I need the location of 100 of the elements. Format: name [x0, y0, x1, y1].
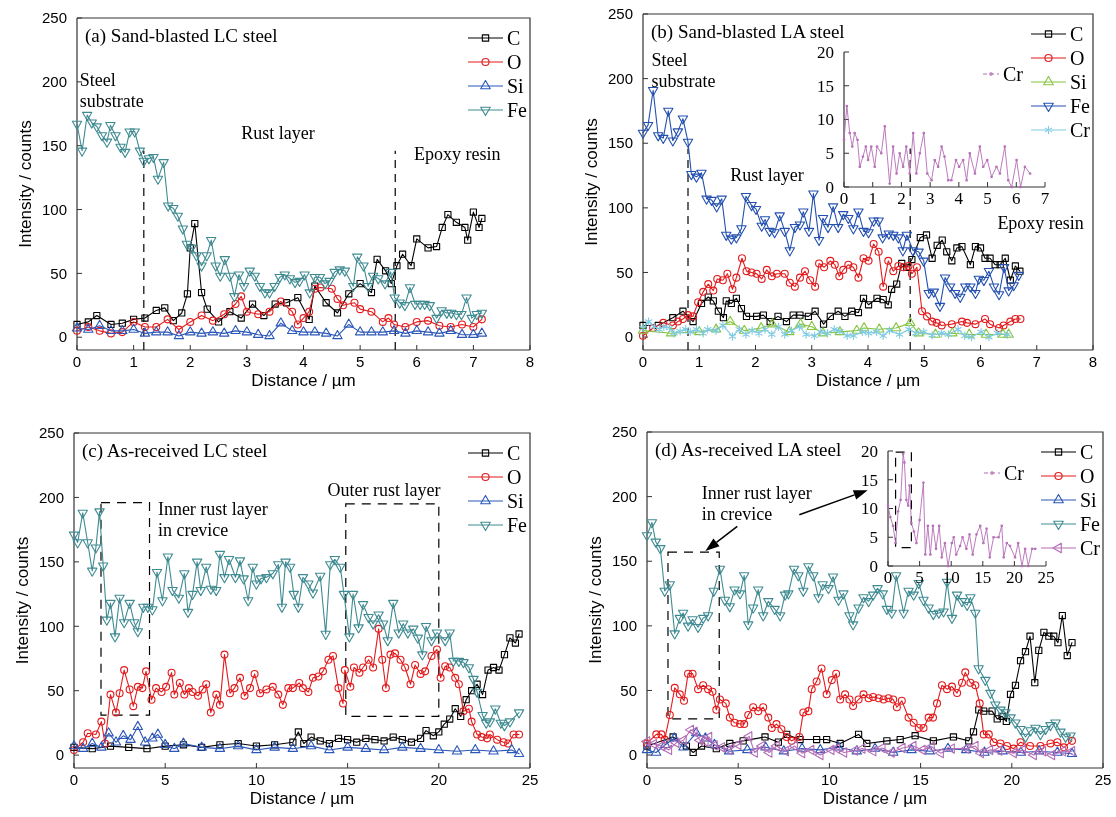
point	[152, 728, 164, 738]
point	[289, 738, 297, 746]
point	[985, 158, 989, 162]
point	[163, 315, 172, 324]
point	[834, 307, 842, 315]
point	[125, 733, 136, 743]
point	[118, 729, 129, 740]
legend-label: Cr	[1003, 63, 1024, 85]
point	[950, 178, 953, 182]
point	[307, 733, 315, 741]
point	[888, 515, 892, 519]
point	[737, 305, 746, 313]
point	[178, 309, 186, 317]
point	[899, 498, 902, 502]
point	[412, 317, 421, 326]
x-tick-label: 6	[412, 353, 421, 370]
x-tick-label: 10	[942, 568, 960, 587]
point	[438, 223, 446, 232]
point	[929, 553, 932, 556]
point	[390, 320, 399, 329]
y-axis-title: Intensity / counts	[16, 120, 35, 248]
y-tick-label: 100	[41, 200, 67, 218]
point	[991, 261, 999, 269]
point	[735, 325, 743, 334]
point	[985, 527, 988, 530]
point	[1002, 717, 1010, 726]
point	[117, 324, 128, 335]
point	[282, 299, 291, 307]
point	[106, 742, 115, 750]
point	[378, 317, 387, 326]
point	[883, 124, 887, 128]
point	[938, 236, 946, 244]
point	[806, 320, 817, 330]
point	[891, 524, 895, 528]
x-tick-label: 7	[1032, 353, 1041, 370]
point	[1010, 185, 1014, 189]
point	[415, 742, 426, 752]
point	[978, 145, 982, 148]
legend-label: Cr	[1070, 119, 1091, 141]
point	[859, 294, 868, 302]
point	[869, 742, 881, 752]
point	[354, 326, 366, 336]
point	[679, 307, 687, 315]
point	[1068, 639, 1076, 647]
point	[851, 324, 862, 334]
point	[838, 747, 848, 758]
point	[804, 312, 813, 321]
point	[422, 326, 434, 336]
point	[814, 749, 824, 761]
point	[922, 481, 925, 484]
point	[995, 165, 998, 169]
point	[339, 301, 348, 310]
point	[271, 300, 279, 308]
point	[356, 279, 364, 288]
point	[937, 524, 941, 528]
point	[1023, 547, 1027, 551]
point	[906, 504, 910, 507]
point	[931, 524, 935, 528]
y-tick-label: 50	[616, 263, 633, 281]
point	[237, 292, 246, 301]
x-tick-label: 5	[734, 771, 743, 788]
point	[688, 726, 698, 738]
x-tick-label: 20	[1003, 771, 1021, 788]
point	[350, 298, 359, 307]
point	[161, 304, 169, 312]
point	[1027, 749, 1037, 761]
point	[1040, 628, 1048, 636]
point	[1035, 646, 1043, 655]
point	[1015, 158, 1018, 162]
point	[288, 307, 297, 316]
point	[464, 236, 472, 244]
point	[843, 331, 851, 341]
point	[979, 746, 990, 756]
point	[965, 737, 973, 745]
point	[760, 741, 771, 751]
x-tick-label: 4	[299, 353, 308, 370]
y-tick-label: 250	[38, 424, 64, 442]
annotation: Rust layer	[730, 164, 804, 185]
point	[322, 299, 330, 307]
point	[1002, 556, 1005, 559]
point	[495, 666, 503, 674]
point	[1026, 632, 1034, 640]
point	[697, 742, 706, 750]
point	[300, 739, 308, 748]
point	[345, 290, 353, 298]
y-tick-label: 100	[611, 617, 637, 635]
point	[948, 257, 956, 265]
point	[388, 324, 400, 335]
legend-label: Si	[507, 490, 525, 512]
point	[980, 707, 988, 715]
annotation: Epoxy resin	[413, 143, 501, 164]
point	[763, 747, 773, 758]
point	[954, 325, 962, 334]
point	[863, 739, 871, 748]
x-tick-label: 0	[642, 771, 652, 788]
point	[928, 254, 936, 262]
point	[325, 739, 333, 748]
point	[1054, 639, 1062, 647]
point	[662, 744, 673, 756]
point	[913, 327, 924, 337]
